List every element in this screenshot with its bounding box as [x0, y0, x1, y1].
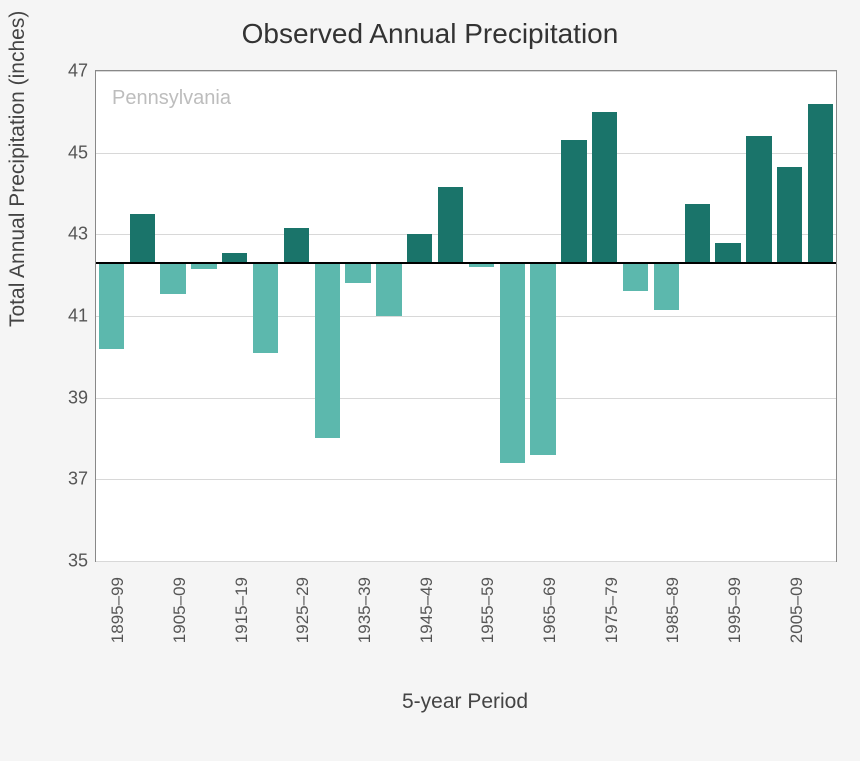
y-tick-label: 35: [68, 551, 88, 572]
x-tick-label: 1975–79: [602, 577, 622, 643]
bar: [530, 263, 555, 455]
bar: [438, 187, 463, 263]
x-tick-label: 1955–59: [478, 577, 498, 643]
x-tick-label: 2005–09: [787, 577, 807, 643]
bar: [407, 234, 432, 263]
x-tick-label: 1945–49: [417, 577, 437, 643]
gridline: [96, 479, 836, 480]
gridline: [96, 561, 836, 562]
y-tick-label: 41: [68, 306, 88, 327]
gridline: [96, 153, 836, 154]
y-tick-label: 37: [68, 469, 88, 490]
bar: [654, 263, 679, 310]
bar: [315, 263, 340, 439]
x-tick-label: 1965–69: [540, 577, 560, 643]
bar: [130, 214, 155, 263]
bar: [376, 263, 401, 316]
plot-area: Pennsylvania 353739414345471895–991905–0…: [95, 70, 837, 562]
bar: [777, 167, 802, 263]
x-tick-label: 1925–29: [293, 577, 313, 643]
y-axis-label: Total Annual Precipitation (inches): [6, 11, 30, 327]
y-tick-label: 45: [68, 142, 88, 163]
bar: [715, 243, 740, 263]
x-tick-label: 1985–89: [663, 577, 683, 643]
bar: [284, 228, 309, 263]
x-tick-label: 1905–09: [170, 577, 190, 643]
bar: [500, 263, 525, 463]
x-tick-label: 1915–19: [232, 577, 252, 643]
bar: [592, 112, 617, 263]
bar: [746, 136, 771, 263]
bar: [808, 104, 833, 263]
x-tick-label: 1895–99: [108, 577, 128, 643]
bar: [561, 140, 586, 263]
gridline: [96, 398, 836, 399]
precipitation-chart: Observed Annual Precipitation Total Annu…: [0, 0, 860, 761]
chart-subtitle: Pennsylvania: [112, 87, 231, 110]
bar: [345, 263, 370, 283]
x-tick-label: 1935–39: [355, 577, 375, 643]
gridline: [96, 316, 836, 317]
bar: [99, 263, 124, 349]
x-axis-label: 5-year Period: [95, 690, 835, 714]
y-tick-label: 39: [68, 387, 88, 408]
bar: [253, 263, 278, 353]
gridline: [96, 71, 836, 72]
x-tick-label: 1995–99: [725, 577, 745, 643]
gridline: [96, 234, 836, 235]
baseline: [96, 262, 836, 264]
y-tick-label: 47: [68, 61, 88, 82]
bar: [160, 263, 185, 294]
chart-title: Observed Annual Precipitation: [0, 18, 860, 50]
y-tick-label: 43: [68, 224, 88, 245]
bar: [685, 204, 710, 263]
bar: [623, 263, 648, 292]
